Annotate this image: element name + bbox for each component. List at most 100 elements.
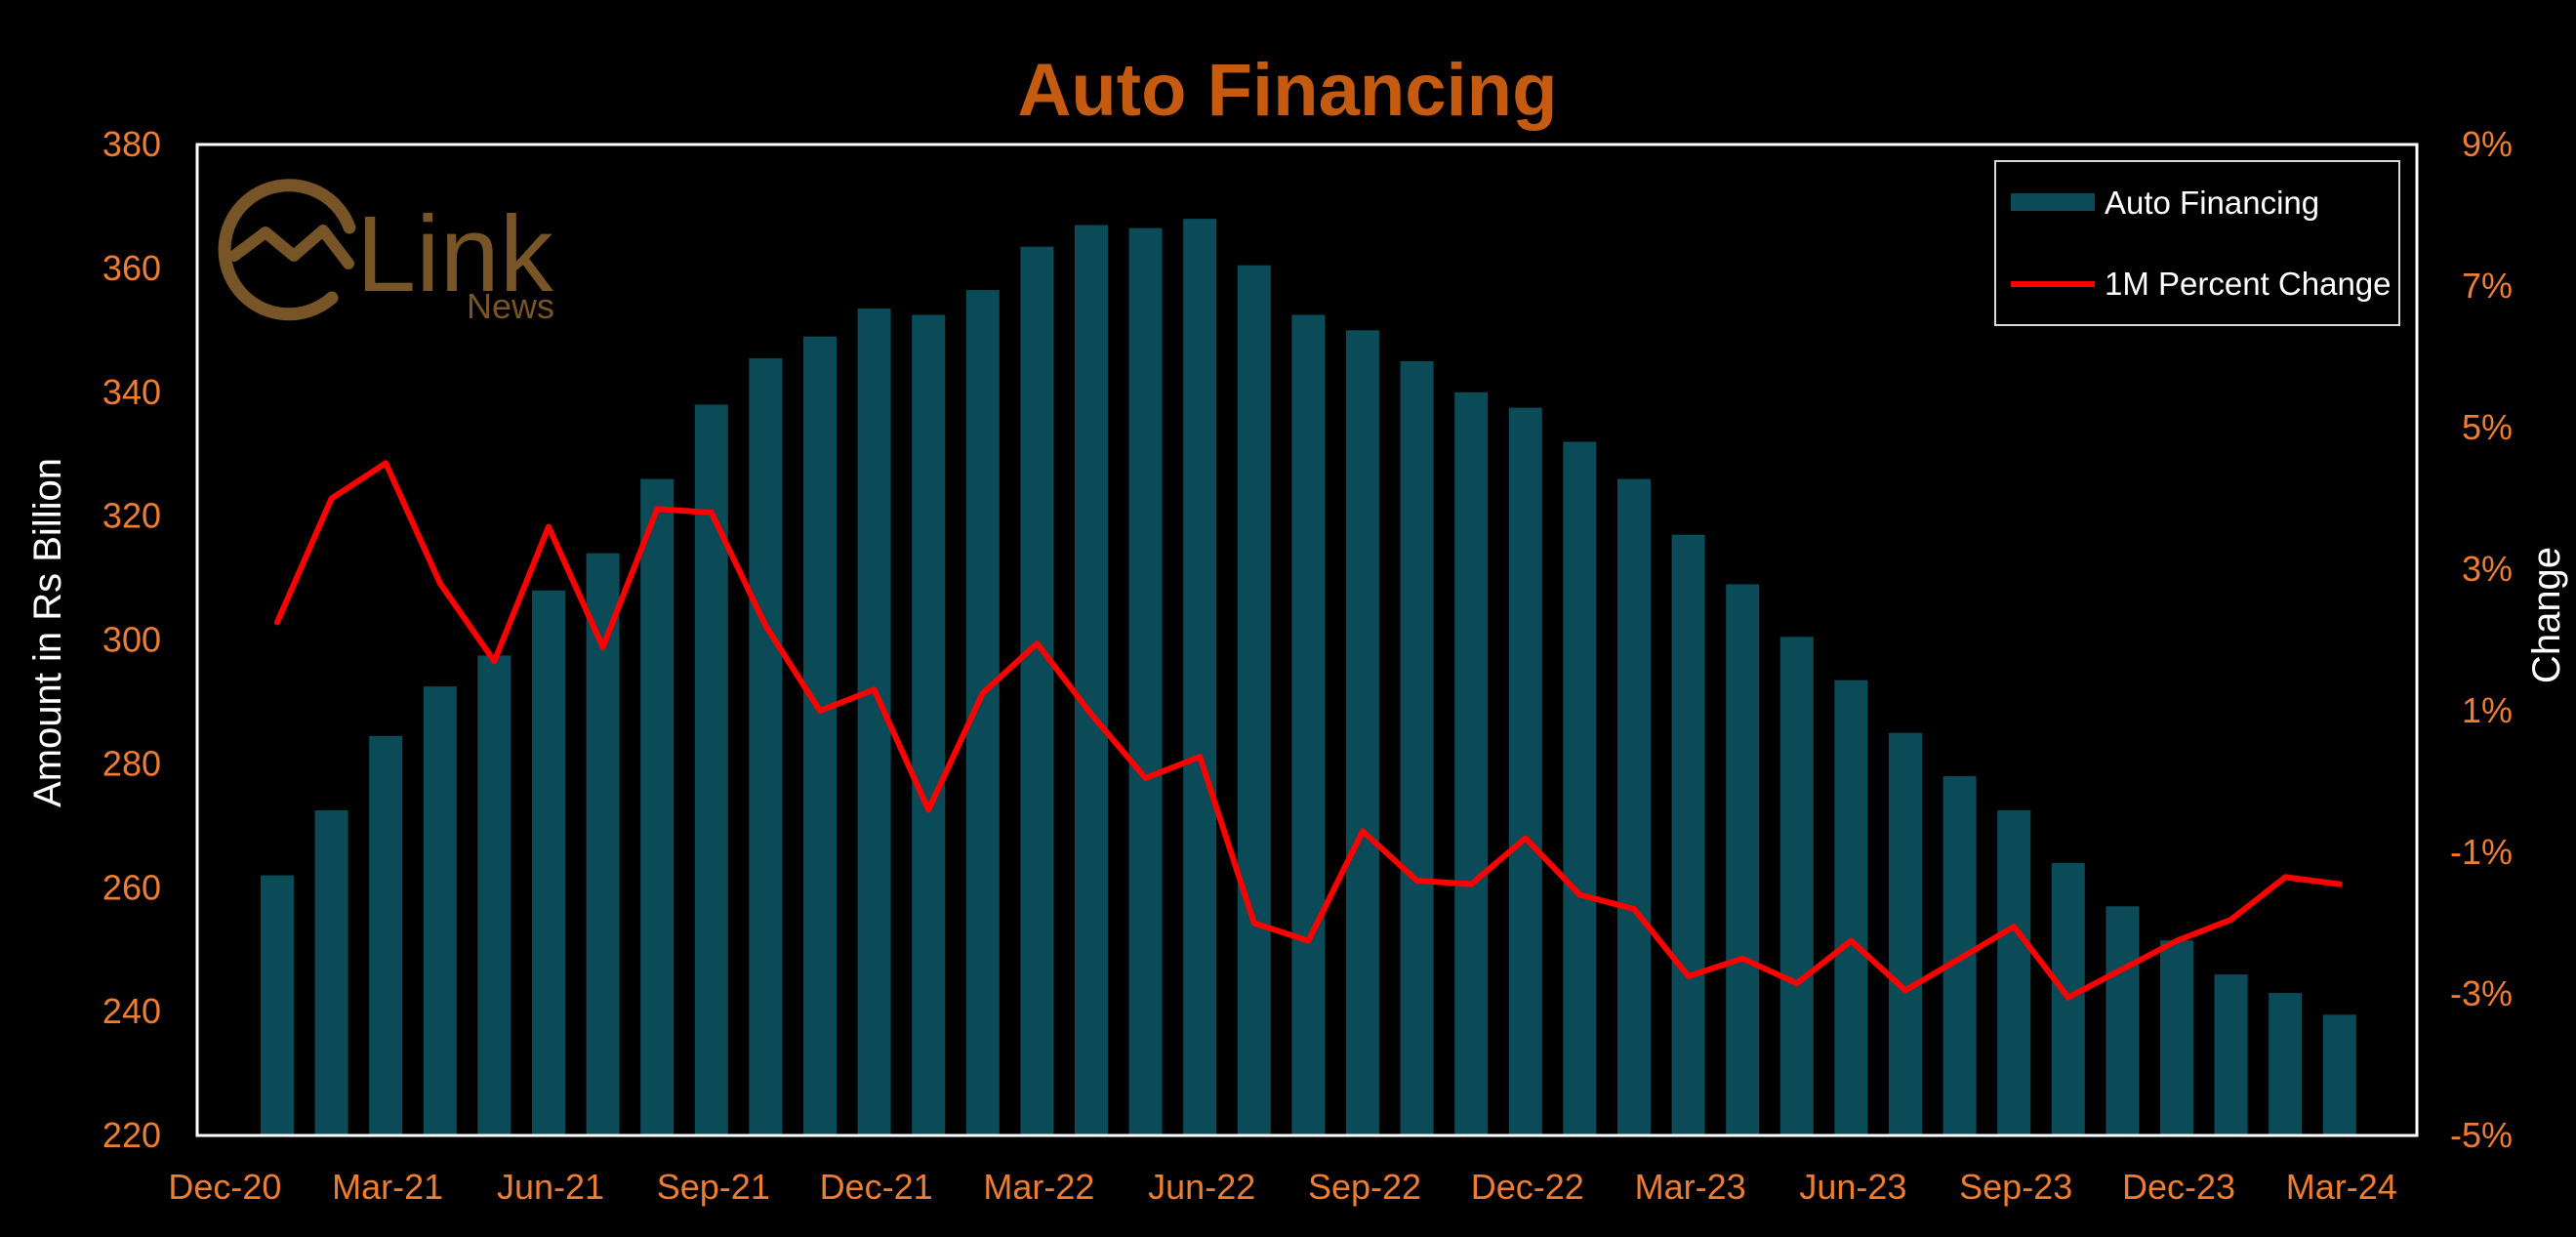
bar-Jul-21: [586, 553, 620, 1135]
line-point-Dec-21: [874, 688, 876, 690]
y-tick-label: 240: [102, 991, 161, 1031]
y-tick-label: 300: [102, 620, 161, 660]
line-point-Jan-24: [2230, 919, 2232, 921]
y-tick-label: 380: [102, 124, 161, 164]
line-point-Apr-22: [1090, 714, 1092, 716]
line-point-Jan-23: [1578, 894, 1580, 895]
line-point-Oct-21: [764, 625, 766, 627]
x-axis-ticks: Dec-20 Mar-21 Jun-21 Sep-21 Dec-21 Mar-22 Jun-…: [168, 1167, 2396, 1207]
line-point-Jul-22: [1253, 923, 1255, 924]
line-point-Aug-23: [1959, 958, 1961, 960]
bar-Nov-23: [2106, 906, 2140, 1135]
x-tick-label: Sep-23: [1959, 1167, 2072, 1207]
line-point-Dec-22: [1525, 838, 1527, 839]
x-tick-label: Dec-20: [168, 1167, 281, 1207]
line-point-Apr-23: [1741, 958, 1743, 960]
x-tick-label: Sep-21: [657, 1167, 770, 1207]
line-point-Sep-23: [2013, 926, 2015, 928]
bar-Feb-23: [1617, 478, 1651, 1136]
bar-Dec-22: [1508, 407, 1542, 1136]
y-tick-label: 360: [102, 248, 161, 288]
line-point-Jun-21: [548, 526, 550, 527]
y2-tick-label: -5%: [2450, 1115, 2513, 1155]
bar-Mar-23: [1671, 534, 1705, 1135]
line-point-Jun-23: [1850, 940, 1852, 942]
y-tick-label: 280: [102, 743, 161, 783]
x-tick-label: Dec-22: [1471, 1167, 1584, 1207]
bar-Feb-24: [2269, 993, 2303, 1135]
y2-axis-title: Change: [2525, 547, 2568, 683]
line-point-Jan-21: [276, 621, 278, 623]
bar-Jul-23: [1889, 732, 1922, 1135]
y2-tick-label: 3%: [2462, 549, 2513, 589]
bar-Jun-22: [1183, 219, 1217, 1136]
bar-Dec-23: [2160, 940, 2193, 1135]
line-point-May-23: [1796, 982, 1798, 984]
line-point-Jan-22: [927, 809, 929, 810]
line-point-Sep-22: [1362, 830, 1364, 832]
bar-Apr-22: [1075, 225, 1108, 1135]
bar-Feb-21: [314, 810, 348, 1135]
line-point-Feb-24: [2284, 876, 2286, 878]
x-tick-label: Mar-23: [1635, 1167, 1746, 1207]
chart-title: Auto Financing: [1017, 49, 1557, 132]
x-tick-label: Jun-21: [497, 1167, 604, 1207]
line-point-Nov-21: [819, 710, 821, 712]
chart-circle-logo-icon: [218, 179, 356, 321]
x-tick-label: Dec-21: [820, 1167, 933, 1207]
x-tick-label: Mar-22: [983, 1167, 1094, 1207]
x-tick-label: Mar-21: [332, 1167, 443, 1207]
line-point-Jul-23: [1904, 989, 1906, 991]
legend-label-bar: Auto Financing: [2105, 185, 2319, 221]
line-point-Oct-22: [1416, 880, 1418, 882]
line-series-layer: [274, 460, 2343, 1001]
bar-Jan-23: [1563, 441, 1597, 1135]
bar-Jun-21: [532, 590, 565, 1136]
bar-Oct-21: [749, 357, 783, 1135]
bar-Sep-23: [1997, 810, 2031, 1135]
line-point-Oct-23: [2067, 997, 2069, 999]
line-point-Dec-23: [2176, 940, 2178, 942]
bar-Aug-22: [1291, 314, 1326, 1135]
bar-Apr-23: [1726, 584, 1760, 1135]
right-axis-ticks: -5% -3% -1% 1% 3% 5% 7% 9%: [2450, 124, 2513, 1155]
left-axis-ticks: 220 240 260 280 300 320 340 360 380: [102, 124, 161, 1155]
x-tick-label: Jun-22: [1148, 1167, 1255, 1207]
bar-Sep-22: [1346, 330, 1379, 1135]
bar-Jan-24: [2214, 974, 2248, 1135]
bar-Nov-22: [1454, 392, 1489, 1136]
bar-Mar-22: [1020, 246, 1054, 1135]
bar-Nov-21: [803, 336, 837, 1135]
legend-box: [1994, 160, 2400, 326]
y2-tick-label: 7%: [2462, 266, 2513, 306]
bar-Jun-23: [1834, 680, 1868, 1135]
y2-tick-label: 1%: [2462, 690, 2513, 730]
legend: Auto Financing 1M Percent Change: [1994, 160, 2400, 326]
line-point-Feb-21: [331, 498, 333, 499]
bar-Apr-21: [423, 686, 457, 1135]
line-point-May-22: [1145, 777, 1147, 779]
watermark-brand: Link: [356, 194, 554, 314]
line-point-Aug-21: [656, 508, 658, 510]
y-tick-label: 260: [102, 867, 161, 907]
bar-Dec-21: [857, 309, 891, 1136]
y2-tick-label: -1%: [2450, 832, 2513, 872]
y2-tick-label: 5%: [2462, 407, 2513, 447]
legend-label-line: 1M Percent Change: [2105, 266, 2392, 302]
x-tick-label: Dec-23: [2122, 1167, 2235, 1207]
plot-frame: [195, 143, 2419, 1137]
x-tick-label: Sep-22: [1308, 1167, 1421, 1207]
bar-May-22: [1128, 227, 1163, 1136]
bar-Sep-21: [694, 404, 728, 1135]
line-point-Sep-21: [711, 512, 713, 514]
line-point-Apr-21: [439, 583, 441, 584]
y2-tick-label: -3%: [2450, 973, 2513, 1013]
line-point-Jul-21: [602, 646, 604, 648]
y-tick-label: 340: [102, 372, 161, 412]
line-point-Mar-23: [1688, 975, 1690, 977]
x-tick-label: Jun-23: [1799, 1167, 1906, 1207]
line-point-Mar-22: [1036, 642, 1038, 644]
x-tick-label: Mar-24: [2286, 1167, 2397, 1207]
y-tick-label: 220: [102, 1115, 161, 1155]
